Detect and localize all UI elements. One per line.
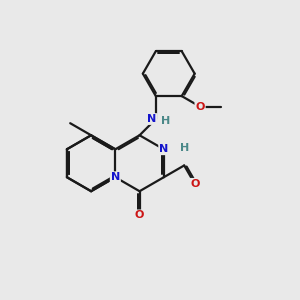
- Text: H: H: [160, 116, 170, 125]
- Text: O: O: [195, 102, 205, 112]
- Text: O: O: [135, 210, 144, 220]
- Text: N: N: [111, 172, 120, 182]
- Text: O: O: [190, 179, 200, 189]
- Text: N: N: [159, 144, 168, 154]
- Text: H: H: [180, 143, 189, 153]
- Text: N: N: [147, 114, 157, 124]
